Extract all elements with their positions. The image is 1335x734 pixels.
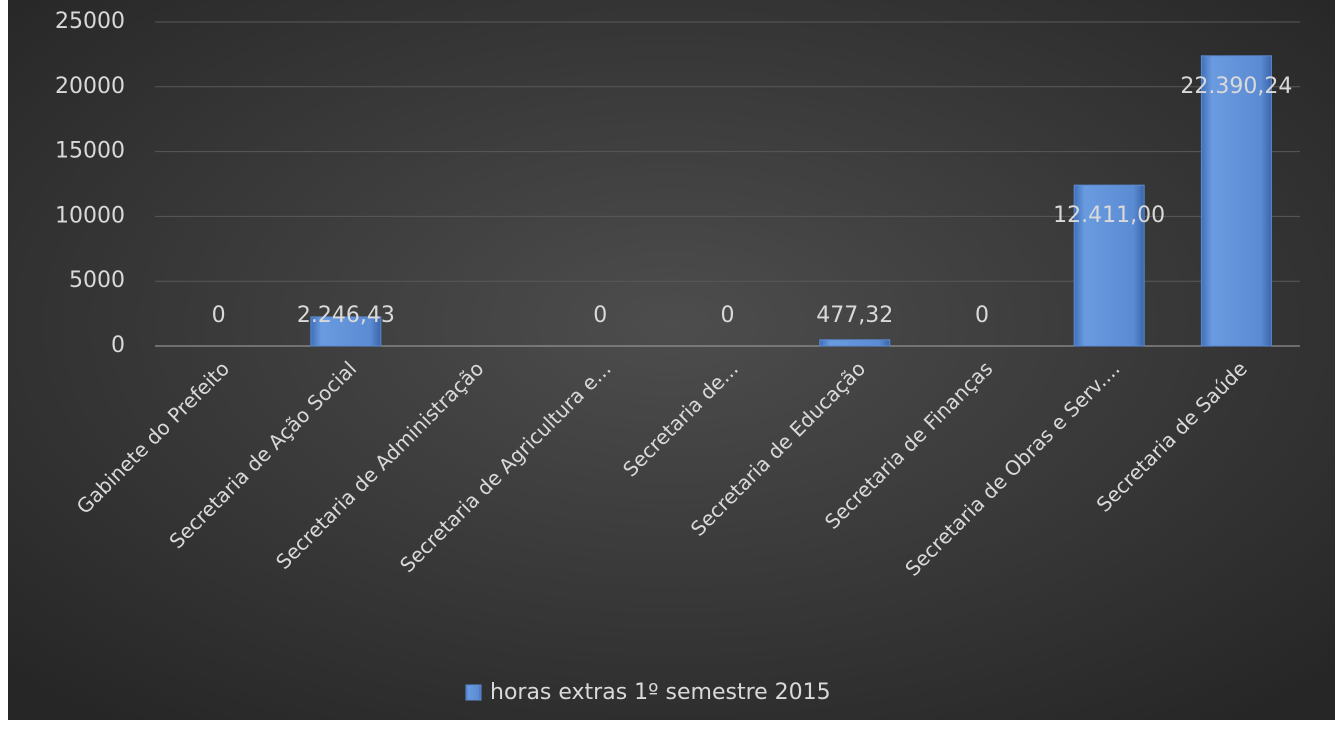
legend-marker: [465, 684, 482, 701]
value-label: 22.390,24: [1180, 74, 1292, 99]
bar: [819, 339, 891, 347]
value-label: 0: [721, 303, 735, 328]
y-tick-label: 15000: [55, 139, 125, 164]
value-label: 0: [212, 303, 226, 328]
value-label: 12.411,00: [1053, 203, 1165, 228]
value-label: 2.246,43: [297, 303, 395, 328]
y-tick-label: 25000: [55, 9, 125, 34]
y-tick-label: 5000: [69, 268, 125, 293]
y-tick-label: 0: [111, 333, 125, 358]
y-tick-label: 10000: [55, 203, 125, 228]
value-label: 477,32: [816, 303, 893, 328]
legend-label: horas extras 1º semestre 2015: [490, 680, 831, 705]
y-tick-label: 20000: [55, 74, 125, 99]
bar: [310, 316, 382, 347]
chart-background: [8, 0, 1335, 720]
value-label: 0: [975, 303, 989, 328]
value-label: 0: [593, 303, 607, 328]
bar: [1073, 184, 1145, 347]
bar: [1200, 55, 1272, 347]
